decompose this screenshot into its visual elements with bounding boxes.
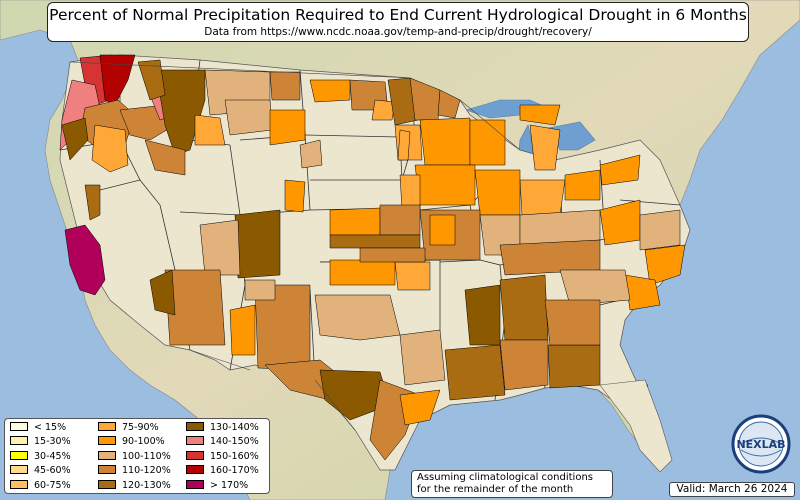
legend-label: 120-130% <box>122 479 171 491</box>
legend-swatch <box>10 450 28 460</box>
legend-swatch <box>186 479 204 489</box>
climatology-note: Assuming climatological conditions for t… <box>411 470 613 498</box>
legend-swatch <box>10 479 28 489</box>
legend-swatch <box>10 422 28 431</box>
valid-date: Valid: March 26 2024 <box>669 482 795 497</box>
legend-swatch <box>98 465 116 475</box>
legend-label: 150-160% <box>210 450 259 462</box>
legend-item: 140-150% <box>186 436 259 448</box>
legend-label: 110-120% <box>122 465 171 477</box>
nexlab-logo: NEXLAB <box>731 414 791 474</box>
legend-swatch <box>98 422 116 431</box>
legend-label: 130-140% <box>210 422 259 433</box>
title-box: Percent of Normal Precipitation Required… <box>47 2 749 42</box>
border-lines <box>69 61 521 431</box>
legend-swatch <box>98 436 116 446</box>
legend-item: > 170% <box>186 479 249 492</box>
legend-label: 160-170% <box>210 465 259 477</box>
legend-item: < 15% <box>10 422 66 434</box>
legend-item: 130-140% <box>186 422 259 434</box>
note-line-2: for the remainder of the month <box>417 484 574 495</box>
florida <box>599 379 673 473</box>
legend-swatch <box>10 436 28 446</box>
legend-swatch <box>98 479 116 489</box>
legend-label: 15-30% <box>34 436 71 448</box>
legend-item: 120-130% <box>98 479 171 492</box>
legend-item: 15-30% <box>10 436 71 448</box>
legend-swatch <box>98 450 116 460</box>
legend-swatch <box>186 450 204 460</box>
legend-label: 100-110% <box>122 450 171 462</box>
legend: < 15% 15-30% 30-45% 45-60% 60-75% 75-90% 90-10… <box>4 418 270 494</box>
legend-label: > 170% <box>210 479 249 491</box>
legend-item: 90-100% <box>98 436 165 448</box>
legend-swatch <box>186 436 204 446</box>
note-line-1: Assuming climatological conditions <box>417 472 593 483</box>
legend-item: 150-160% <box>186 450 259 463</box>
legend-item: 160-170% <box>186 465 259 477</box>
legend-item: 110-120% <box>98 465 171 477</box>
legend-item: 45-60% <box>10 465 71 477</box>
legend-item: 30-45% <box>10 450 71 463</box>
legend-label: 30-45% <box>34 450 71 462</box>
legend-swatch <box>186 465 204 475</box>
legend-label: 90-100% <box>122 436 165 448</box>
legend-swatch <box>10 465 28 475</box>
drought-regions <box>59 54 686 461</box>
map-title: Percent of Normal Precipitation Required… <box>49 6 747 24</box>
legend-label: 75-90% <box>122 422 159 433</box>
logo-text: NEXLAB <box>736 438 785 451</box>
legend-item: 60-75% <box>10 479 71 492</box>
legend-item: 75-90% <box>98 422 159 434</box>
legend-label: 140-150% <box>210 436 259 448</box>
legend-swatch <box>186 422 204 431</box>
legend-item: 100-110% <box>98 450 171 463</box>
legend-label: 60-75% <box>34 479 71 491</box>
map-subtitle: Data from https://www.ncdc.noaa.gov/temp… <box>204 26 592 38</box>
legend-label: 45-60% <box>34 465 71 477</box>
legend-label: < 15% <box>34 422 67 433</box>
